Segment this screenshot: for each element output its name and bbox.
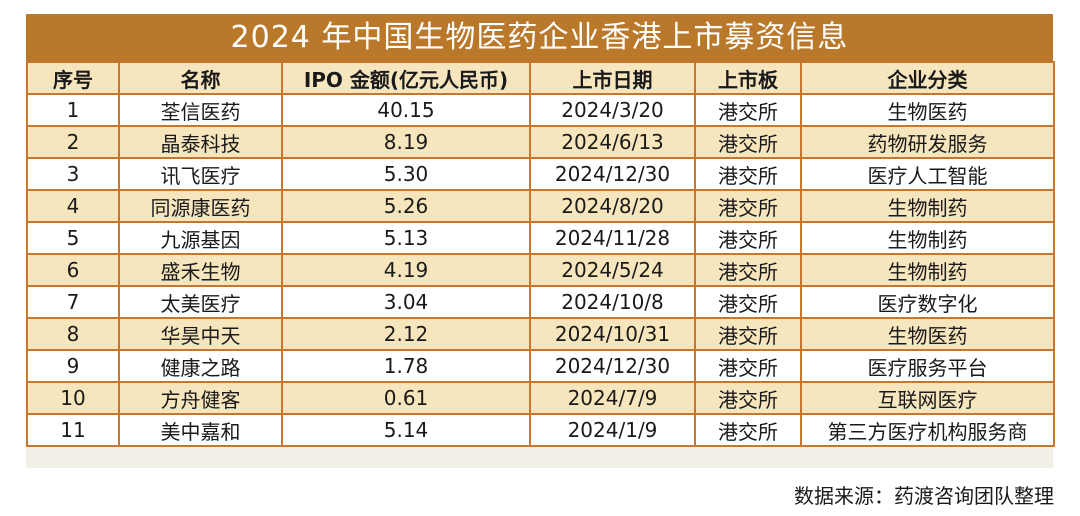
cell-category: 医疗人工智能 [800, 157, 1055, 191]
cell-listing-date: 2024/10/31 [529, 317, 696, 351]
cell-name: 讯飞医疗 [118, 157, 283, 191]
cell-name: 盛禾生物 [118, 253, 283, 287]
source-note: 数据来源：药渡咨询团队整理 [794, 484, 1054, 508]
cell-listing-date: 2024/11/28 [529, 221, 696, 255]
header-category: 企业分类 [800, 61, 1055, 95]
cell-index: 11 [26, 413, 120, 447]
cell-index: 2 [26, 125, 120, 159]
cell-name: 美中嘉和 [118, 413, 283, 447]
cell-name: 同源康医药 [118, 189, 283, 223]
cell-name: 九源基因 [118, 221, 283, 255]
cell-ipo-amount: 4.19 [281, 253, 531, 287]
cell-ipo-amount: 8.19 [281, 125, 531, 159]
table-row: 7 太美医疗 3.04 2024/10/8 港交所 医疗数字化 [26, 285, 1055, 319]
cell-category: 医疗数字化 [800, 285, 1055, 319]
cell-name: 荃信医药 [118, 93, 283, 127]
cell-listing-date: 2024/12/30 [529, 157, 696, 191]
cell-board: 港交所 [694, 157, 802, 191]
cell-board: 港交所 [694, 93, 802, 127]
cell-category: 生物制药 [800, 221, 1055, 255]
header-board: 上市板 [694, 61, 802, 95]
cell-listing-date: 2024/1/9 [529, 413, 696, 447]
cell-category: 生物医药 [800, 93, 1055, 127]
cell-category: 生物医药 [800, 317, 1055, 351]
cell-category: 医疗服务平台 [800, 349, 1055, 383]
cell-index: 10 [26, 381, 120, 415]
cell-board: 港交所 [694, 221, 802, 255]
cell-board: 港交所 [694, 285, 802, 319]
header-listing-date: 上市日期 [529, 61, 696, 95]
cell-board: 港交所 [694, 253, 802, 287]
cell-index: 7 [26, 285, 120, 319]
cell-listing-date: 2024/3/20 [529, 93, 696, 127]
cell-ipo-amount: 2.12 [281, 317, 531, 351]
cell-index: 5 [26, 221, 120, 255]
cell-board: 港交所 [694, 317, 802, 351]
table-row: 1 荃信医药 40.15 2024/3/20 港交所 生物医药 [26, 93, 1055, 127]
cell-listing-date: 2024/10/8 [529, 285, 696, 319]
cell-category: 第三方医疗机构服务商 [800, 413, 1055, 447]
cell-board: 港交所 [694, 349, 802, 383]
cell-index: 9 [26, 349, 120, 383]
cell-index: 1 [26, 93, 120, 127]
table-row: 11 美中嘉和 5.14 2024/1/9 港交所 第三方医疗机构服务商 [26, 413, 1055, 447]
cell-category: 生物制药 [800, 189, 1055, 223]
cell-board: 港交所 [694, 125, 802, 159]
cell-ipo-amount: 5.14 [281, 413, 531, 447]
cell-ipo-amount: 0.61 [281, 381, 531, 415]
cell-ipo-amount: 5.13 [281, 221, 531, 255]
table-row: 5 九源基因 5.13 2024/11/28 港交所 生物制药 [26, 221, 1055, 255]
table-row: 6 盛禾生物 4.19 2024/5/24 港交所 生物制药 [26, 253, 1055, 287]
cell-index: 3 [26, 157, 120, 191]
table-row: 3 讯飞医疗 5.30 2024/12/30 港交所 医疗人工智能 [26, 157, 1055, 191]
table-row: 10 方舟健客 0.61 2024/7/9 港交所 互联网医疗 [26, 381, 1055, 415]
cell-ipo-amount: 5.26 [281, 189, 531, 223]
cell-ipo-amount: 1.78 [281, 349, 531, 383]
cell-index: 6 [26, 253, 120, 287]
header-index: 序号 [26, 61, 120, 95]
cell-name: 方舟健客 [118, 381, 283, 415]
cell-board: 港交所 [694, 413, 802, 447]
table-row: 2 晶泰科技 8.19 2024/6/13 港交所 药物研发服务 [26, 125, 1055, 159]
table-row: 8 华昊中天 2.12 2024/10/31 港交所 生物医药 [26, 317, 1055, 351]
cell-ipo-amount: 3.04 [281, 285, 531, 319]
cell-name: 太美医疗 [118, 285, 283, 319]
cell-listing-date: 2024/7/9 [529, 381, 696, 415]
cell-index: 4 [26, 189, 120, 223]
table-row: 4 同源康医药 5.26 2024/8/20 港交所 生物制药 [26, 189, 1055, 223]
cell-board: 港交所 [694, 381, 802, 415]
cell-listing-date: 2024/6/13 [529, 125, 696, 159]
table-row: 9 健康之路 1.78 2024/12/30 港交所 医疗服务平台 [26, 349, 1055, 383]
ipo-table: 序号 名称 IPO 金额(亿元人民币) 上市日期 上市板 企业分类 1 荃信医药 4… [26, 61, 1055, 447]
cell-category: 互联网医疗 [800, 381, 1055, 415]
cell-listing-date: 2024/5/24 [529, 253, 696, 287]
cell-board: 港交所 [694, 189, 802, 223]
cell-category: 生物制药 [800, 253, 1055, 287]
cell-ipo-amount: 40.15 [281, 93, 531, 127]
cell-name: 健康之路 [118, 349, 283, 383]
header-ipo-amount: IPO 金额(亿元人民币) [281, 61, 531, 95]
cell-listing-date: 2024/8/20 [529, 189, 696, 223]
header-name: 名称 [118, 61, 283, 95]
cell-listing-date: 2024/12/30 [529, 349, 696, 383]
cell-index: 8 [26, 317, 120, 351]
cell-category: 药物研发服务 [800, 125, 1055, 159]
table-header-row: 序号 名称 IPO 金额(亿元人民币) 上市日期 上市板 企业分类 [26, 61, 1055, 95]
cell-ipo-amount: 5.30 [281, 157, 531, 191]
cell-name: 晶泰科技 [118, 125, 283, 159]
table-title: 2024 年中国生物医药企业香港上市募资信息 [26, 14, 1053, 61]
cell-name: 华昊中天 [118, 317, 283, 351]
